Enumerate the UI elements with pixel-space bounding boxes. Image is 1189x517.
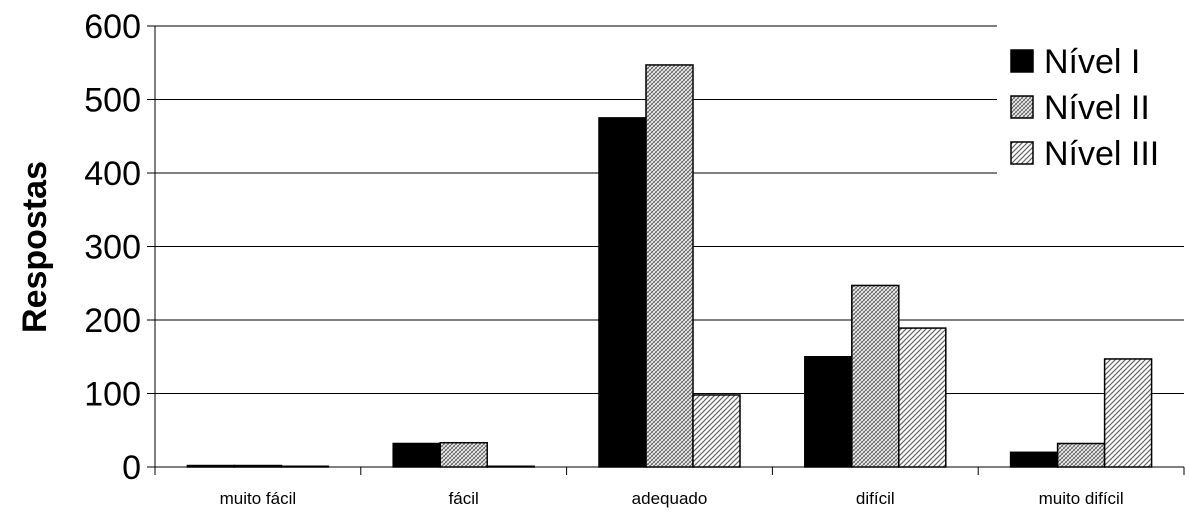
y-tick-label: 200 [84, 302, 141, 340]
bar [1009, 451, 1059, 468]
bar [851, 284, 900, 468]
y-tick-label: 600 [84, 8, 141, 46]
y-tick-label: 100 [84, 376, 141, 414]
y-axis-label: Respostas [16, 161, 54, 333]
y-tick-label: 400 [84, 155, 141, 193]
legend: Nível I Nível II Nível III [997, 22, 1189, 200]
bar [1056, 442, 1106, 468]
y-tick-label: 0 [122, 449, 141, 487]
legend-label: Nível I [1044, 43, 1140, 81]
axes [154, 26, 1184, 468]
x-tick-label: muito difícil [1039, 489, 1124, 508]
bar-groups [186, 64, 1153, 468]
bar [804, 356, 853, 468]
bar [645, 64, 694, 468]
legend-swatch [1010, 141, 1034, 165]
y-tick-label: 500 [84, 82, 141, 120]
legend-label: Nível II [1044, 89, 1150, 127]
x-tick-label: fácil [449, 489, 479, 508]
x-tick-label: difícil [856, 489, 895, 508]
x-tick-label: adequado [632, 489, 708, 508]
legend-label: Nível III [1044, 135, 1159, 173]
y-tick-label: 300 [84, 229, 141, 267]
x-tick-label: muito fácil [220, 489, 297, 508]
legend-swatch [1010, 49, 1034, 73]
y-axis-ticks: 0 100 200 300 400 500 600 [84, 8, 155, 487]
x-axis-ticks: muito fácil fácil adequado difícil muito dif… [154, 467, 1185, 508]
bar [439, 441, 488, 468]
bar [1103, 358, 1153, 468]
bar [392, 442, 441, 468]
legend-swatch [1010, 95, 1034, 119]
bar [598, 117, 647, 468]
bar [898, 327, 947, 468]
bar [692, 394, 741, 468]
